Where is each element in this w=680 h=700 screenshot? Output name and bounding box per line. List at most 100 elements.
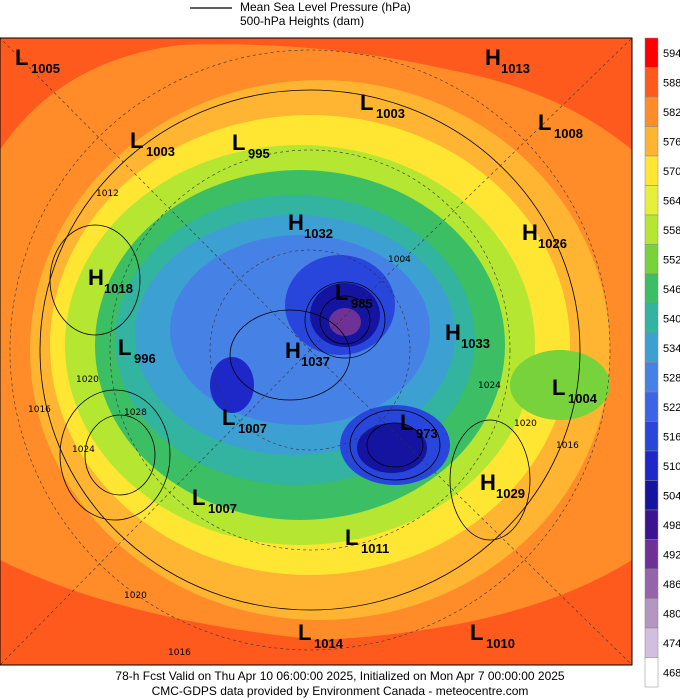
colorbar-label: 522	[663, 402, 680, 414]
legend-heights: 500-hPa Heights (dam)	[240, 14, 364, 28]
colorbar-band	[644, 332, 659, 363]
center-type: L	[192, 485, 205, 510]
colorbar-label: 492	[663, 549, 680, 561]
colorbar-label: 510	[663, 461, 680, 473]
contour-label: 1024	[72, 445, 95, 455]
center-value: 1037	[301, 354, 330, 369]
colorbar-band	[644, 627, 659, 658]
center-type: L	[222, 405, 235, 430]
center-value: 1013	[501, 61, 530, 76]
center-value: 1004	[568, 391, 598, 406]
contour-label: 1012	[96, 189, 119, 199]
colorbar-band	[644, 421, 659, 452]
colorbar-band	[644, 37, 659, 68]
colorbar-band	[644, 214, 659, 245]
center-value: 1007	[208, 501, 237, 516]
contour-label: 1016	[28, 405, 51, 415]
center-value: 1008	[554, 126, 583, 141]
colorbar-band	[644, 657, 659, 688]
center-type: L	[552, 375, 565, 400]
colorbar-band	[644, 244, 659, 275]
center-type: L	[360, 90, 373, 115]
center-value: 973	[416, 426, 438, 441]
center-type: L	[345, 525, 358, 550]
colorbar-label: 552	[663, 254, 680, 266]
center-type: L	[335, 280, 348, 305]
center-type: H	[288, 210, 304, 235]
center-value: 1032	[304, 226, 333, 241]
colorbar-label: 588	[663, 77, 680, 89]
footer-credit: CMC-GDPS data provided by Environment Ca…	[152, 684, 529, 698]
colorbar-label: 534	[663, 343, 680, 355]
center-value: 1010	[486, 636, 515, 651]
colorbar-band	[644, 568, 659, 599]
colorbar-label: 480	[663, 608, 680, 620]
contour-label: 1004	[388, 255, 411, 265]
center-value: 1033	[461, 336, 490, 351]
contour-label: 1016	[168, 648, 191, 658]
map-frame	[0, 37, 633, 666]
footer-valid: 78-h Fcst Valid on Thu Apr 10 06:00:00 2…	[115, 669, 565, 683]
center-value: 985	[351, 296, 373, 311]
center-type: H	[285, 338, 301, 363]
center-value: 996	[134, 351, 156, 366]
center-type: L	[470, 620, 483, 645]
colorbar-label: 570	[663, 166, 680, 178]
colorbar-band	[644, 539, 659, 570]
colorbar-band	[644, 126, 659, 157]
colorbar-band	[644, 598, 659, 629]
center-type: L	[538, 110, 551, 135]
center-type: H	[480, 470, 496, 495]
colorbar-label: 516	[663, 431, 680, 443]
colorbar-band	[644, 185, 659, 216]
colorbar-band	[644, 450, 659, 481]
colorbar-band	[644, 67, 659, 98]
colorbar-band	[644, 273, 659, 304]
colorbar-band	[644, 509, 659, 540]
colorbar-label: 468	[663, 667, 680, 679]
colorbar-band	[644, 155, 659, 186]
colorbar-band	[644, 96, 659, 127]
center-type: L	[15, 45, 28, 70]
center-type: L	[400, 410, 413, 435]
center-value: 1014	[314, 636, 344, 651]
contour-label: 1020	[124, 591, 147, 601]
center-type: H	[88, 265, 104, 290]
center-type: L	[118, 335, 131, 360]
center-type: L	[130, 128, 143, 153]
colorbar-band	[644, 480, 659, 511]
center-value: 1003	[376, 106, 405, 121]
center-type: H	[522, 220, 538, 245]
center-value: 995	[248, 146, 270, 161]
colorbar-band	[644, 391, 659, 422]
center-value: 1007	[238, 421, 267, 436]
center-value: 1005	[31, 61, 60, 76]
colorbar-label: 486	[663, 579, 680, 591]
colorbar-label: 594	[663, 48, 680, 60]
center-type: L	[232, 130, 245, 155]
legend-pressure: Mean Sea Level Pressure (hPa)	[240, 0, 411, 14]
center-value: 1029	[496, 486, 525, 501]
colorbar-label: 498	[663, 520, 680, 532]
colorbar-label: 582	[663, 107, 680, 119]
map-area	[0, 38, 632, 665]
contour-label: 1028	[124, 408, 147, 418]
center-type: L	[298, 620, 311, 645]
center-value: 1003	[146, 144, 175, 159]
colorbar-band	[644, 362, 659, 393]
colorbar-label: 528	[663, 372, 680, 384]
colorbar-label: 474	[663, 638, 680, 650]
contour-label: 1020	[76, 375, 99, 385]
center-value: 1026	[538, 236, 567, 251]
contour-label: 1020	[514, 419, 537, 429]
colorbar-label: 546	[663, 284, 680, 296]
center-value: 1018	[104, 281, 133, 296]
colorbar-label: 504	[663, 490, 680, 502]
colorbar-label: 558	[663, 225, 680, 237]
center-value: 1011	[361, 541, 389, 556]
center-type: H	[485, 45, 501, 70]
colorbar-label: 564	[663, 195, 680, 207]
colorbar-label: 540	[663, 313, 680, 325]
colorbar-band	[644, 303, 659, 334]
